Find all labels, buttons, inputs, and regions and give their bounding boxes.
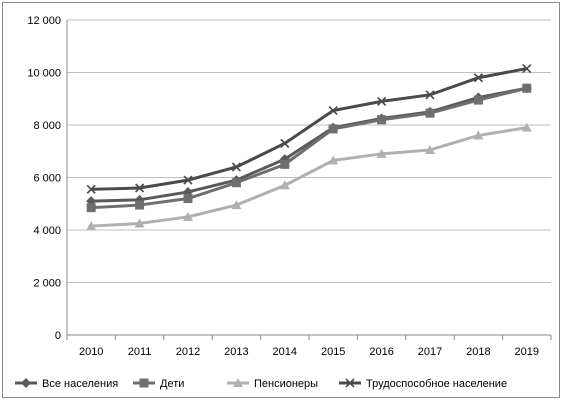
data-point: [279, 180, 290, 190]
data-point: [86, 203, 96, 213]
series-line: [91, 67, 528, 191]
data-point: [473, 73, 483, 83]
axes: 0 2 000 4 000 6 000 8 000 10 000 12 000 2010 201…: [27, 15, 552, 358]
y-tick-label: 8 000: [33, 120, 61, 132]
x-tick-label: 2011: [128, 346, 152, 358]
y-tick-label: 4 000: [33, 225, 61, 237]
series-line: [91, 86, 528, 203]
x-tick-label: 2014: [273, 346, 297, 358]
data-point: [473, 130, 484, 140]
data-point: [183, 194, 193, 203]
x-tick-label: 2016: [369, 346, 393, 358]
data-point: [473, 95, 483, 105]
data-point: [425, 108, 435, 118]
data-point: [135, 200, 145, 210]
legend-item: Дети: [133, 378, 184, 390]
x-tick-label: 2017: [418, 346, 442, 358]
x-tick-label: 2013: [224, 346, 248, 358]
x-tick-label: 2018: [466, 346, 490, 358]
gridlines: [67, 19, 551, 283]
series-line: [91, 126, 528, 228]
legend-label: Трудоспособное население: [366, 378, 507, 390]
data-point: [280, 159, 290, 169]
legend-item: Трудоспособное население: [339, 378, 507, 390]
data-point: [328, 124, 338, 134]
data-point: [328, 105, 338, 116]
data-point: [376, 148, 387, 158]
legend-marker: [21, 378, 31, 388]
data-point: [135, 183, 145, 193]
x-tick-label: 2012: [176, 346, 200, 358]
series-2: [86, 122, 532, 231]
x-tick-label: 2019: [515, 346, 539, 358]
legend-marker: [345, 378, 355, 388]
legend-marker: [139, 378, 149, 388]
legend: Все населения Дети Пенсионеры Трудоспособно…: [15, 378, 507, 390]
data-point: [86, 184, 96, 194]
data-point: [425, 144, 435, 154]
legend-item: Пенсионеры: [227, 378, 318, 390]
data-point: [183, 211, 193, 221]
data-point: [522, 63, 532, 74]
data-point: [425, 90, 435, 100]
data-point: [328, 155, 339, 165]
data-point: [280, 138, 290, 148]
legend-label: Дети: [160, 378, 184, 390]
series-lines: [86, 63, 532, 231]
legend-item: Все населения: [15, 378, 118, 390]
legend-label: Пенсионеры: [254, 378, 318, 390]
data-point: [231, 200, 242, 210]
data-point: [521, 122, 532, 132]
chart-frame: 0 2 000 4 000 6 000 8 000 10 000 12 000 2010 201…: [2, 2, 560, 398]
series-line: [91, 86, 528, 210]
y-tick-label: 2 000: [33, 278, 61, 290]
data-point: [183, 175, 193, 185]
x-tick-label: 2015: [321, 346, 345, 358]
data-point: [231, 178, 241, 188]
y-tick-label: 10 000: [27, 68, 61, 80]
data-point: [377, 115, 387, 125]
data-point: [377, 96, 387, 106]
series-0: [86, 83, 532, 207]
line-chart: 0 2 000 4 000 6 000 8 000 10 000 12 000 2010 201…: [15, 15, 552, 390]
series-1: [86, 83, 532, 213]
y-tick-label: 12 000: [27, 15, 61, 27]
data-point: [86, 221, 97, 231]
legend-label: Все населения: [42, 378, 118, 390]
data-point: [231, 162, 241, 172]
data-point: [134, 218, 145, 228]
y-tick-label: 0: [55, 330, 61, 342]
data-point: [522, 83, 532, 93]
legend-marker: [233, 378, 243, 387]
x-tick-label: 2010: [79, 346, 103, 358]
y-tick-label: 6 000: [33, 173, 61, 185]
series-3: [86, 63, 532, 194]
